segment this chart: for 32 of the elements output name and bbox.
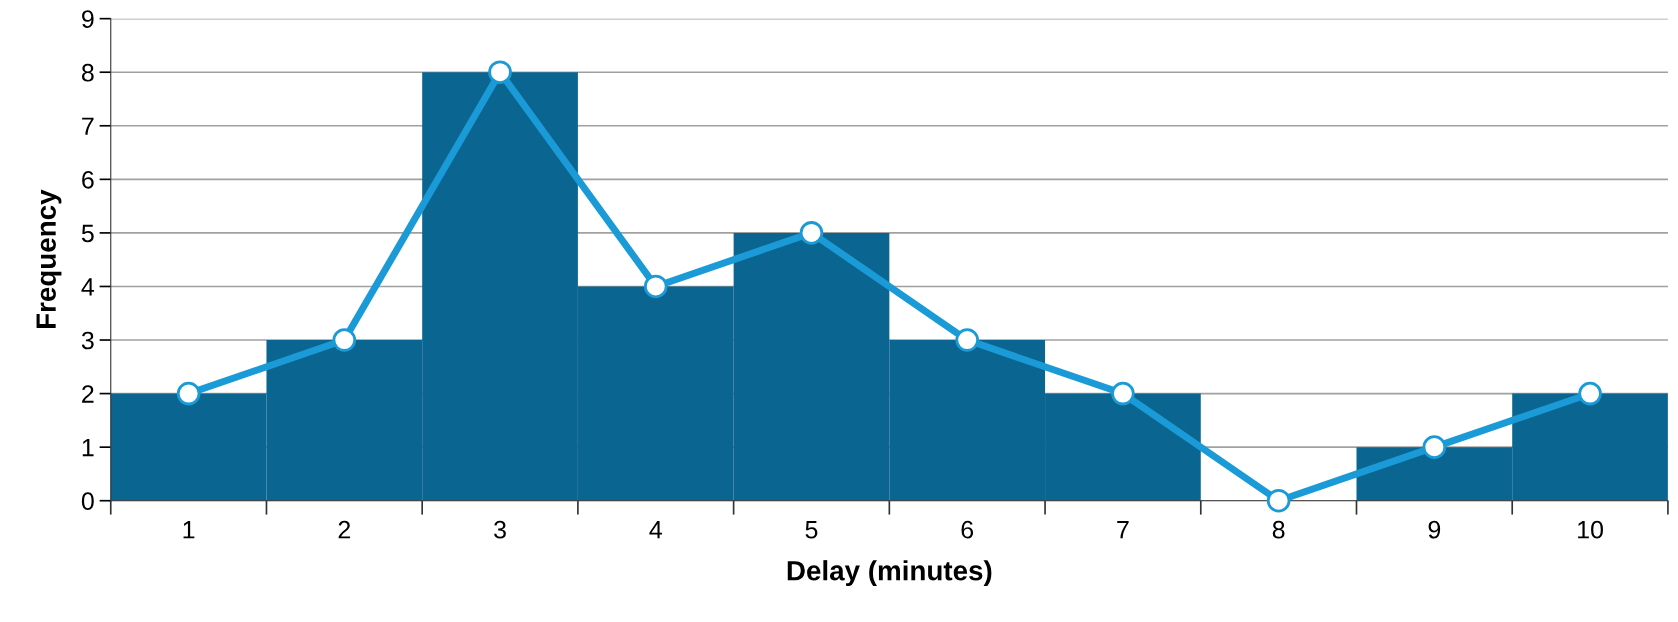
- point: [955, 328, 980, 352]
- point: [1578, 381, 1602, 406]
- x-tick-label: 4: [649, 521, 662, 539]
- point: [176, 381, 201, 406]
- x-tick-label: 6: [961, 520, 974, 539]
- x-axis-title: Delay (minutes): [787, 560, 992, 587]
- point: [1266, 488, 1291, 513]
- x-tick-label: 2: [338, 520, 351, 539]
- x-tick-label: 10: [1578, 520, 1603, 539]
- x-tick-label: 3: [494, 520, 506, 539]
- y-tick-label: 2: [82, 385, 94, 403]
- point: [643, 274, 668, 299]
- y-tick-label: 6: [82, 170, 94, 189]
- point: [1422, 435, 1447, 459]
- point: [488, 60, 512, 85]
- point: [799, 221, 824, 245]
- y-tick-label: 7: [82, 117, 94, 135]
- x-tick-label: 8: [1272, 520, 1285, 539]
- x-tick-label: 9: [1428, 520, 1441, 539]
- y-tick-label: 8: [81, 63, 94, 82]
- y-tick-label: 1: [82, 439, 94, 457]
- x-tick-label: 5: [805, 521, 818, 539]
- x-tick-label: 7: [1117, 521, 1129, 539]
- y-tick-label: 5: [81, 224, 94, 243]
- y-tick-label: 9: [82, 10, 94, 28]
- y-tick-label: 4: [81, 278, 95, 296]
- point: [1111, 381, 1135, 406]
- x-tick-label: 1: [183, 521, 195, 539]
- y-tick-label: 3: [81, 331, 94, 350]
- point: [332, 328, 357, 352]
- y-axis-title: Frequency: [36, 189, 62, 329]
- y-tick-label: 0: [81, 492, 94, 511]
